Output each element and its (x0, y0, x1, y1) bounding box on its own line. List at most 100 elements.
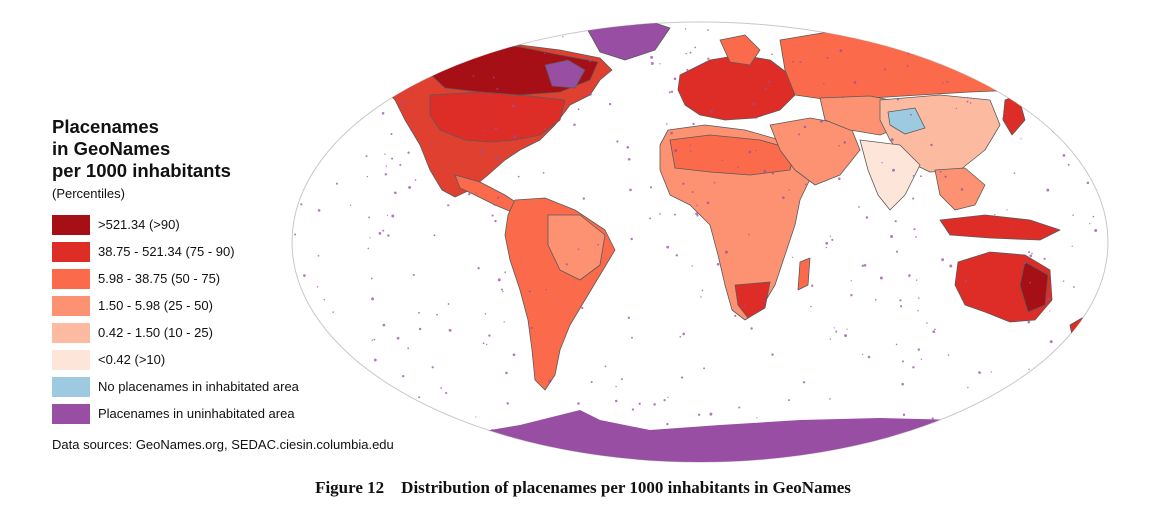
placename-dot (843, 424, 845, 426)
placename-dot (391, 158, 393, 160)
placename-dot (908, 274, 911, 277)
placename-dot (468, 193, 470, 195)
placename-dot (792, 61, 794, 63)
placename-dot (700, 296, 701, 297)
placename-dot (402, 375, 404, 377)
placename-dot (722, 160, 723, 161)
placename-dot (529, 290, 531, 292)
placename-dot (918, 297, 920, 299)
placename-dot (363, 94, 365, 96)
placename-dot (771, 353, 773, 355)
placename-dot (477, 167, 479, 169)
legend: Placenames in GeoNames per 1000 inhabita… (52, 116, 352, 427)
placename-dot (967, 97, 968, 98)
placename-dot (816, 428, 817, 429)
placename-dot (714, 182, 716, 184)
placename-dot (921, 359, 922, 360)
placename-dot (367, 248, 369, 250)
placename-dot (975, 434, 977, 436)
placename-dot (970, 102, 972, 104)
placename-dot (491, 429, 492, 430)
placename-dot (402, 29, 405, 32)
placename-dot (725, 251, 728, 254)
placename-dot (718, 442, 720, 444)
placename-dot (1072, 246, 1073, 247)
legend-swatch (52, 377, 90, 397)
placename-dot (386, 165, 387, 166)
placename-dot (492, 215, 494, 217)
placename-dot (615, 386, 616, 387)
placename-dot (891, 138, 894, 141)
placename-dot (912, 366, 914, 368)
placename-dot (748, 234, 750, 236)
placename-dot (419, 328, 421, 330)
placename-dot (667, 397, 668, 398)
placename-dot (407, 347, 409, 349)
placename-dot (616, 140, 618, 142)
placename-dot (862, 354, 863, 355)
placename-dot (696, 214, 698, 216)
placename-dot (479, 154, 481, 156)
placename-dot (850, 294, 852, 296)
placename-dot (496, 88, 498, 90)
placename-dot (830, 236, 831, 237)
placename-dot (792, 257, 793, 258)
placename-dot (820, 120, 823, 123)
placename-dot (488, 334, 490, 336)
placename-dot (354, 26, 356, 28)
placename-dot (562, 36, 563, 37)
placename-dot (436, 314, 438, 316)
legend-label: 1.50 - 5.98 (25 - 50) (98, 298, 213, 313)
placename-dot (702, 290, 704, 292)
placename-dot (967, 387, 968, 388)
placename-dot (922, 440, 924, 442)
placename-dot (376, 400, 378, 402)
placename-dot (382, 112, 385, 115)
legend-swatch (52, 215, 90, 235)
placename-dot (1036, 107, 1038, 109)
placename-dot (834, 327, 835, 328)
placename-dot (756, 417, 757, 418)
placename-dot (379, 51, 382, 54)
placename-dot (1068, 164, 1070, 166)
placename-dot (391, 410, 393, 412)
placename-dot (858, 206, 860, 208)
placename-dot (390, 133, 392, 135)
placename-dot (710, 110, 713, 113)
placename-dot (397, 337, 400, 340)
placename-dot (437, 55, 439, 57)
placename-dot (896, 251, 898, 253)
placename-dot (1049, 310, 1050, 311)
placename-dot (763, 300, 765, 302)
placename-dot (666, 123, 668, 125)
placename-dot (905, 422, 907, 424)
placename-dot (1081, 59, 1084, 62)
placename-dot (868, 356, 871, 359)
placename-dot (544, 128, 546, 130)
placename-dot (513, 135, 516, 138)
placename-dot (915, 236, 917, 238)
placename-dot (494, 127, 497, 130)
placename-dot (907, 65, 909, 67)
placename-dot (897, 98, 899, 100)
placename-dot (1063, 280, 1064, 281)
legend-title-line-2: in GeoNames (52, 138, 170, 159)
placename-dot (756, 150, 757, 151)
placename-dot (961, 188, 964, 191)
placename-dot (838, 145, 840, 147)
placename-dot (371, 297, 374, 300)
placename-dot (545, 289, 546, 290)
placename-dot (840, 49, 843, 52)
placename-dot (491, 96, 492, 97)
placename-dot (589, 93, 592, 96)
placename-dot (905, 35, 907, 37)
placename-dot (387, 234, 389, 236)
placename-dot (502, 291, 503, 292)
legend-label: 5.98 - 38.75 (50 - 75) (98, 271, 220, 286)
placename-dot (627, 146, 630, 149)
placename-dot (686, 69, 688, 71)
legend-label: No placenames in inhabitated area (98, 379, 299, 394)
placename-dot (605, 366, 607, 368)
placename-dot (382, 230, 384, 232)
placename-dot (1094, 229, 1097, 232)
